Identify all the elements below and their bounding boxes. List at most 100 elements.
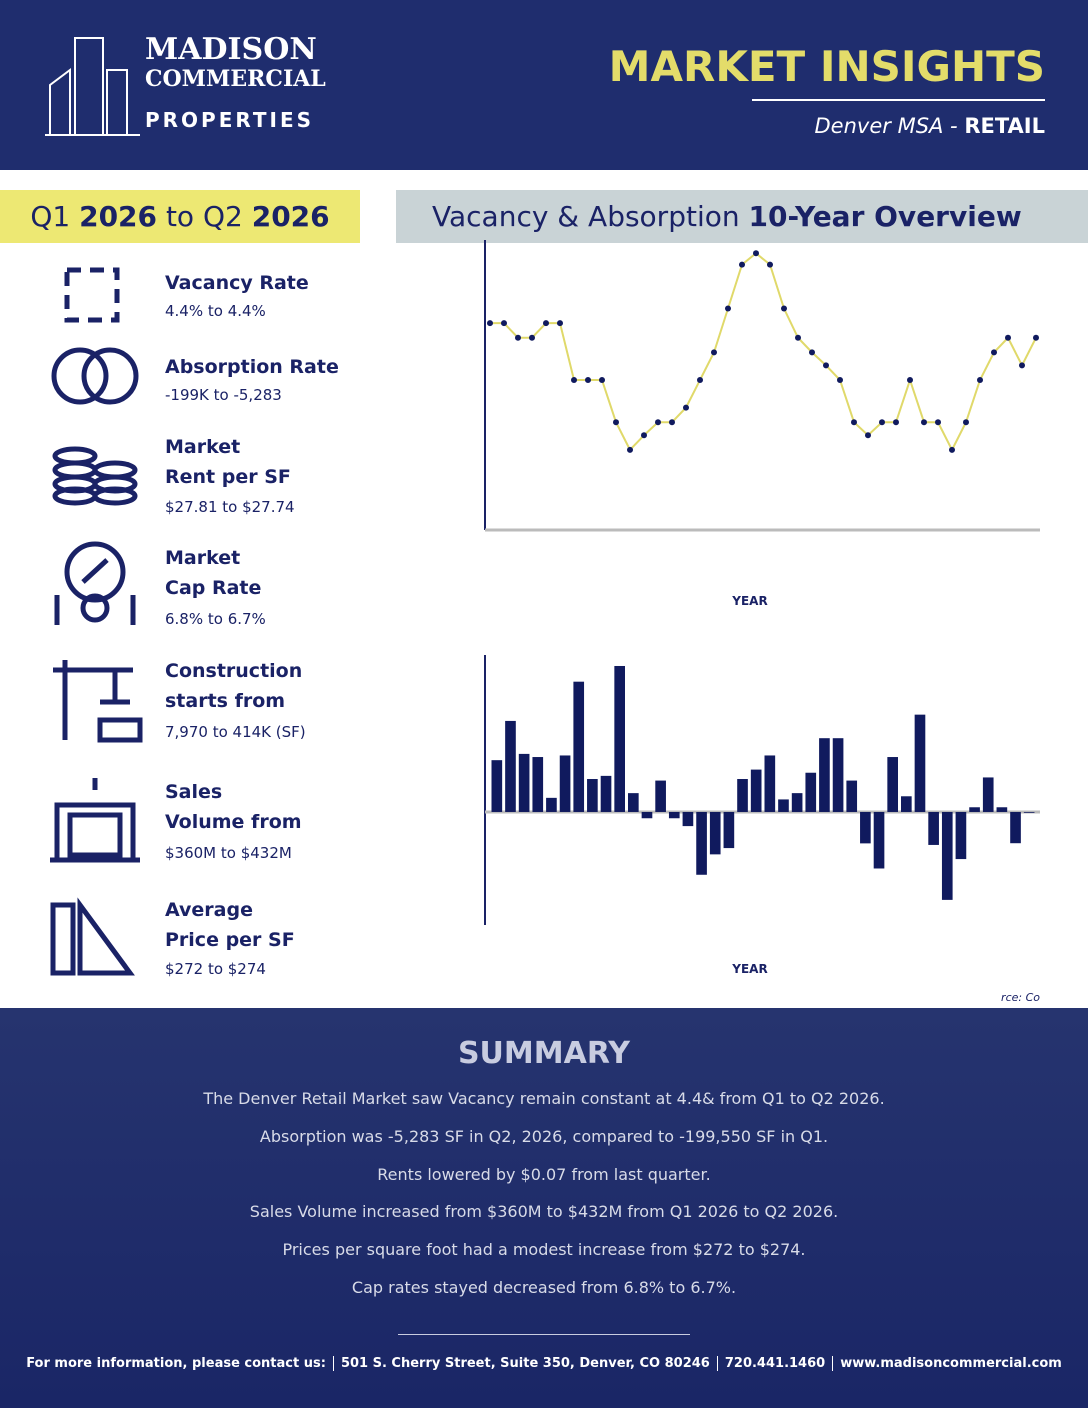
q: Q1 (30, 200, 71, 233)
point (767, 261, 773, 268)
bar (709, 811, 721, 855)
bar (791, 793, 803, 812)
q: Q2 (202, 200, 243, 233)
rule (752, 99, 1045, 101)
icons (50, 267, 143, 976)
metric-label: Sales Volume from (165, 781, 302, 833)
bar (559, 755, 571, 812)
point (1019, 362, 1025, 369)
point (683, 404, 689, 411)
point (711, 349, 717, 356)
point (613, 419, 619, 426)
logo-text: COMMERCIAL (145, 66, 326, 92)
rule (398, 1334, 690, 1335)
charts: YEAR rce: Co YEAR (484, 240, 1040, 1004)
metric-value: 6.8% to 6.7% (165, 610, 266, 628)
footer: For more information, please contact us:… (0, 1356, 1088, 1371)
point (725, 305, 731, 312)
metric-label: Average Price per SF (165, 899, 295, 951)
point (935, 419, 941, 426)
point (879, 419, 885, 426)
logo-text: PROPERTIES (145, 108, 315, 132)
point (809, 349, 815, 356)
bar (832, 738, 844, 812)
summary-title: SUMMARY (457, 1036, 631, 1071)
metric-value: -199K to -5,283 (165, 386, 282, 404)
metric-label: Construction starts from (165, 660, 303, 712)
point (669, 419, 675, 426)
bar (723, 811, 735, 849)
bar (682, 811, 694, 827)
point (991, 349, 997, 356)
point (753, 250, 759, 257)
bar (941, 811, 953, 900)
bar (969, 807, 980, 812)
point (837, 377, 843, 383)
bar (764, 755, 776, 812)
point (795, 334, 801, 341)
bar (750, 769, 762, 812)
point (487, 320, 493, 327)
point (739, 261, 745, 268)
source: rce: Co (1001, 991, 1040, 1004)
bar (901, 796, 912, 812)
bar (1023, 811, 1035, 813)
bar (600, 775, 612, 812)
bar (587, 779, 598, 812)
bar (887, 757, 898, 812)
point (501, 320, 507, 327)
bar (846, 780, 858, 812)
point (893, 419, 899, 426)
point (963, 419, 969, 426)
metric-label: Market Cap Rate (165, 547, 262, 599)
point (977, 377, 983, 383)
bar (614, 665, 625, 812)
point (907, 377, 913, 383)
metric-value: $360M to $432M (165, 844, 292, 862)
summary-line: Absorption was -5,283 SF in Q2, 2026, co… (259, 1127, 829, 1146)
bar (982, 777, 994, 812)
x-axis-label: YEAR (731, 962, 767, 976)
metric-label: Market Rent per SF (165, 436, 291, 488)
point (865, 432, 871, 439)
point (599, 377, 605, 383)
summary-line: The Denver Retail Market saw Vacancy rem… (203, 1089, 885, 1108)
title: MARKET INSIGHTS (608, 42, 1045, 91)
sector: RETAIL (964, 114, 1045, 138)
website: www.madisoncommercial.com (832, 1356, 1069, 1371)
point (557, 320, 563, 327)
point (823, 362, 829, 369)
bar (737, 779, 748, 812)
bar (928, 811, 939, 845)
point (641, 432, 647, 439)
address: 501 S. Cherry Street, Suite 350, Denver,… (332, 1356, 717, 1371)
bar (491, 760, 503, 812)
bar (628, 793, 639, 812)
bar (996, 807, 1008, 812)
bar (873, 811, 885, 869)
line (490, 251, 1037, 453)
overview-title: Vacancy & Absorption 10-Year Overview (396, 190, 1088, 243)
point (781, 305, 787, 312)
year: 2026 (251, 200, 330, 233)
point (627, 446, 633, 453)
bar (805, 772, 817, 812)
connector: to (165, 200, 195, 233)
header (0, 0, 1088, 170)
point (921, 419, 927, 426)
summary-line: Sales Volume increased from $360M to $43… (249, 1202, 839, 1221)
market: Denver MSA - (814, 114, 958, 138)
bar (641, 811, 653, 819)
point (949, 446, 955, 453)
point (1033, 334, 1039, 341)
metric-value: 4.4% to 4.4% (165, 302, 266, 320)
point (585, 377, 591, 383)
bar (955, 811, 967, 860)
point (529, 334, 535, 341)
point (543, 320, 549, 327)
bar (532, 757, 544, 812)
metric-value: 7,970 to 414K (SF) (165, 723, 306, 741)
summary-line: Cap rates stayed decreased from 6.8% to … (351, 1278, 737, 1297)
metric-value: $272 to $274 (165, 960, 266, 978)
